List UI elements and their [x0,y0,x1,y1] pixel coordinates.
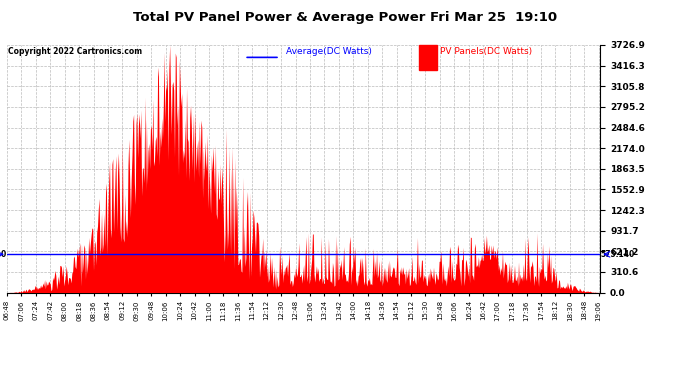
Text: PV Panels(DC Watts): PV Panels(DC Watts) [440,48,532,57]
Text: Copyright 2022 Cartronics.com: Copyright 2022 Cartronics.com [8,48,142,57]
Text: 575.140: 575.140 [601,250,635,259]
Bar [420,45,437,70]
Text: 575.140: 575.140 [0,250,6,259]
Text: Total PV Panel Power & Average Power Fri Mar 25  19:10: Total PV Panel Power & Average Power Fri… [133,11,557,24]
Text: Average(DC Watts): Average(DC Watts) [286,48,372,57]
